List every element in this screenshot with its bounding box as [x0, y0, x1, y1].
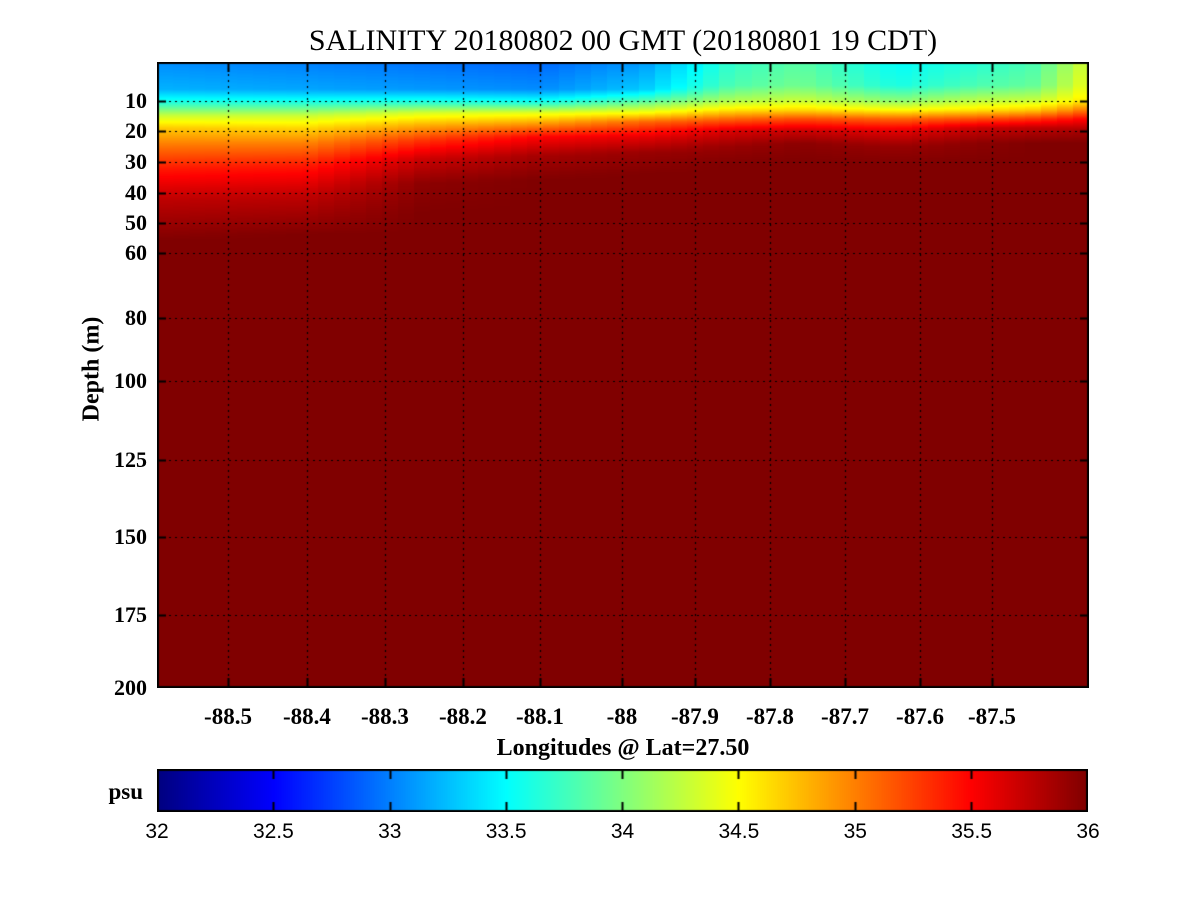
x-axis-label: Longitudes @ Lat=27.50 — [496, 735, 750, 761]
colorbar-tick-label: 36 — [1076, 820, 1100, 843]
x-tick-label: -88.2 — [439, 704, 487, 729]
x-tick-label: -87.7 — [821, 704, 869, 729]
y-tick-label: 175 — [114, 601, 147, 627]
colorbar-tick-label: 33 — [378, 820, 402, 843]
y-tick-label: 40 — [125, 179, 147, 205]
x-tick-label: -87.6 — [896, 704, 944, 729]
colorbar-tick-label: 32.5 — [252, 820, 294, 843]
colorbar-tick-label: 32 — [145, 820, 169, 843]
x-tick-label: -87.5 — [968, 704, 1016, 729]
y-tick-label: 50 — [125, 209, 147, 235]
y-tick-label: 150 — [114, 524, 147, 550]
colorbar-tick-label: 34 — [610, 820, 635, 843]
x-tick-label: -88 — [606, 704, 638, 729]
colorbar-tick-label: 35 — [843, 820, 867, 843]
colorbar-label: psu — [108, 779, 143, 804]
y-tick-label: 100 — [114, 368, 147, 394]
x-tick-label: -88.1 — [515, 704, 564, 729]
x-tick-label: -87.8 — [746, 704, 794, 729]
y-tick-label: 10 — [125, 87, 147, 113]
chart-title: SALINITY 20180802 00 GMT (20180801 19 CD… — [308, 24, 938, 57]
colorbar-tick-label: 35.5 — [951, 820, 993, 843]
colorbar-tick-label: 33.5 — [485, 820, 527, 843]
salinity-heatmap-canvas — [157, 62, 1089, 688]
x-tick-label: -88.3 — [360, 704, 409, 729]
colorbar-gradient-canvas — [157, 769, 1088, 812]
y-tick-label: 80 — [125, 305, 147, 331]
colorbar-tick-label: 34.5 — [718, 820, 760, 843]
y-tick-label: 20 — [125, 117, 147, 143]
y-tick-label: 30 — [125, 149, 147, 175]
x-tick-label: -88.5 — [204, 704, 252, 729]
y-tick-label: 200 — [114, 675, 147, 700]
y-tick-label: 125 — [114, 447, 147, 473]
y-axis-label: Depth (m) — [78, 316, 105, 422]
x-tick-label: -88.4 — [282, 704, 331, 729]
y-tick-label: 60 — [125, 239, 147, 265]
x-tick-label: -87.9 — [670, 704, 719, 729]
